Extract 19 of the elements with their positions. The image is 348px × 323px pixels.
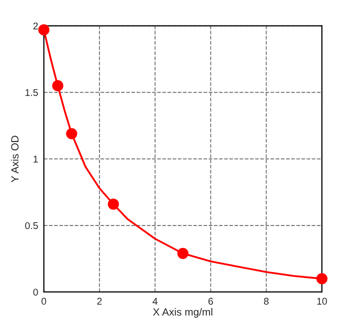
y-tick-label: 0.5	[25, 222, 38, 230]
x-tick-label: 0	[42, 298, 46, 305]
point	[38, 24, 50, 36]
y-tick-label: 1	[34, 156, 38, 162]
x-tick-label: 10	[317, 298, 327, 305]
x-tick-label: 6	[208, 298, 213, 305]
x-tick-label: 8	[264, 298, 269, 305]
point	[108, 198, 119, 210]
y-tick-label: 1.5	[26, 89, 38, 96]
x-tick-label: 2	[97, 298, 102, 305]
point	[66, 128, 78, 140]
y-tick-label: 2	[33, 22, 38, 30]
x-axis-title: X Axis mg/ml	[153, 308, 212, 318]
x-tick-label: 4	[152, 298, 158, 305]
point	[177, 248, 188, 259]
y-axis-title: Y Axis OD	[10, 136, 19, 182]
point	[52, 80, 64, 92]
y-tick-label: 0	[33, 288, 38, 296]
point	[316, 273, 328, 284]
